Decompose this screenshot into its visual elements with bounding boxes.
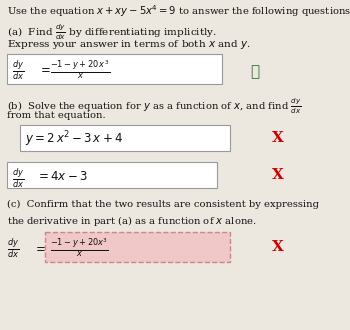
Text: the derivative in part (a) as a function of $x$ alone.: the derivative in part (a) as a function… xyxy=(7,214,257,228)
Text: X: X xyxy=(272,168,284,182)
FancyBboxPatch shape xyxy=(7,54,222,84)
Text: X: X xyxy=(272,131,284,145)
Text: $\frac{dy}{dx}$: $\frac{dy}{dx}$ xyxy=(12,166,24,190)
Text: from that equation.: from that equation. xyxy=(7,111,106,120)
FancyBboxPatch shape xyxy=(20,125,230,151)
Text: ✓: ✓ xyxy=(250,65,259,79)
Text: $\frac{dy}{dx}$: $\frac{dy}{dx}$ xyxy=(12,58,24,82)
Text: $\frac{-1 - y + 20x^3}{x}$: $\frac{-1 - y + 20x^3}{x}$ xyxy=(50,236,109,258)
Text: $=$: $=$ xyxy=(38,62,51,75)
FancyBboxPatch shape xyxy=(45,232,230,262)
Text: (a)  Find $\frac{dy}{dx}$ by differentiating implicitly.: (a) Find $\frac{dy}{dx}$ by differentiat… xyxy=(7,22,217,42)
Text: (b)  Solve the equation for $y$ as a function of $x$, and find $\frac{dy}{dx}$: (b) Solve the equation for $y$ as a func… xyxy=(7,96,301,116)
Text: $\frac{dy}{dx}$: $\frac{dy}{dx}$ xyxy=(7,236,19,260)
Text: $= 4x - 3$: $= 4x - 3$ xyxy=(36,170,88,183)
Text: $y = 2\,x^2 - 3\,x + 4$: $y = 2\,x^2 - 3\,x + 4$ xyxy=(25,129,123,148)
Text: $=$: $=$ xyxy=(33,241,46,254)
Text: $\frac{-1 - y + 20\,x^3}{x}$: $\frac{-1 - y + 20\,x^3}{x}$ xyxy=(50,58,110,81)
FancyBboxPatch shape xyxy=(7,162,217,188)
Text: (c)  Confirm that the two results are consistent by expressing: (c) Confirm that the two results are con… xyxy=(7,200,319,209)
Text: X: X xyxy=(272,240,284,254)
Text: Use the equation $x + xy - 5x^4 = 9$ to answer the following questions:: Use the equation $x + xy - 5x^4 = 9$ to … xyxy=(7,3,350,19)
Text: Express your answer in terms of both $x$ and $y$.: Express your answer in terms of both $x$… xyxy=(7,38,251,51)
